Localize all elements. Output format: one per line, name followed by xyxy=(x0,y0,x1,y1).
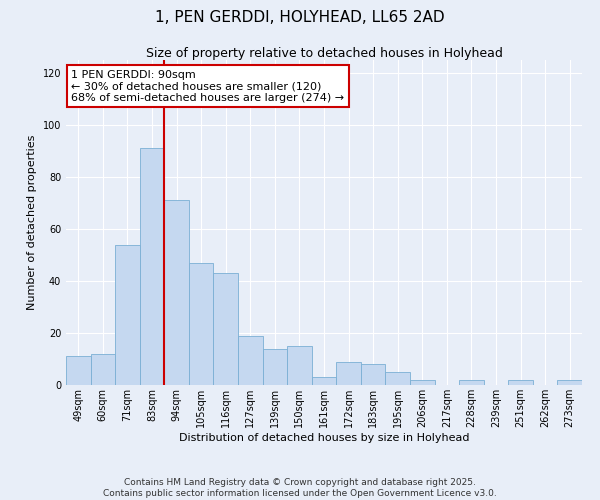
Bar xyxy=(508,380,533,385)
Bar xyxy=(140,148,164,385)
Bar xyxy=(238,336,263,385)
Y-axis label: Number of detached properties: Number of detached properties xyxy=(27,135,37,310)
Text: 1 PEN GERDDI: 90sqm
← 30% of detached houses are smaller (120)
68% of semi-detac: 1 PEN GERDDI: 90sqm ← 30% of detached ho… xyxy=(71,70,344,103)
Bar xyxy=(214,273,238,385)
Bar xyxy=(66,356,91,385)
Bar xyxy=(91,354,115,385)
Bar xyxy=(164,200,189,385)
Bar xyxy=(361,364,385,385)
Title: Size of property relative to detached houses in Holyhead: Size of property relative to detached ho… xyxy=(146,47,502,60)
Bar xyxy=(287,346,312,385)
Bar xyxy=(312,377,336,385)
Bar xyxy=(189,263,214,385)
Bar xyxy=(385,372,410,385)
Bar xyxy=(459,380,484,385)
Text: 1, PEN GERDDI, HOLYHEAD, LL65 2AD: 1, PEN GERDDI, HOLYHEAD, LL65 2AD xyxy=(155,10,445,25)
Bar xyxy=(336,362,361,385)
Bar xyxy=(263,348,287,385)
Bar xyxy=(557,380,582,385)
Bar xyxy=(410,380,434,385)
Bar xyxy=(115,244,140,385)
Text: Contains HM Land Registry data © Crown copyright and database right 2025.
Contai: Contains HM Land Registry data © Crown c… xyxy=(103,478,497,498)
X-axis label: Distribution of detached houses by size in Holyhead: Distribution of detached houses by size … xyxy=(179,432,469,442)
